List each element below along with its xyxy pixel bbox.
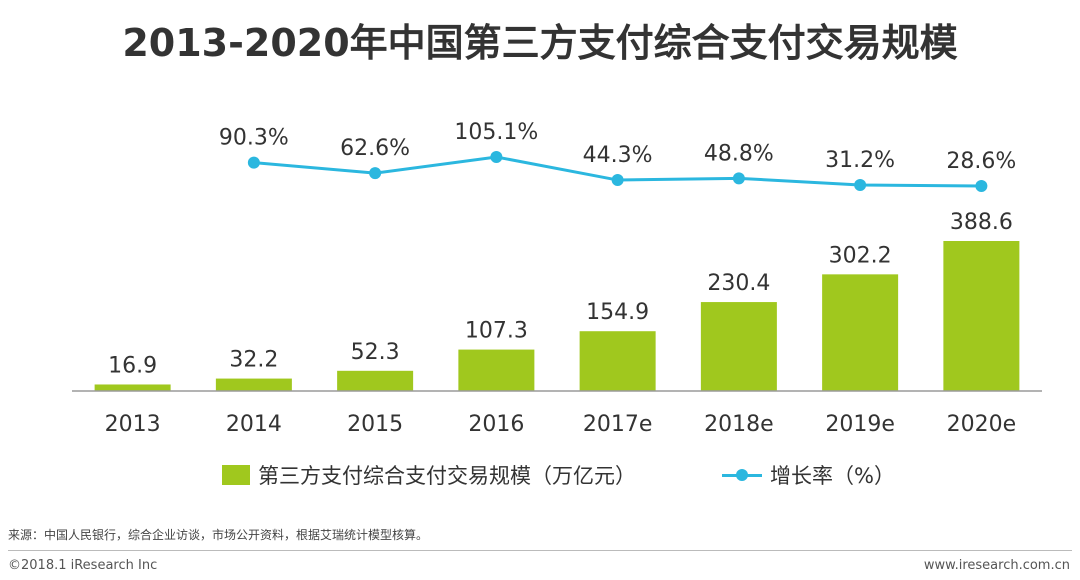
growth-label-2018e: 48.8% — [704, 141, 774, 166]
x-tick-label-2018e: 2018e — [704, 412, 774, 437]
growth-label-2014: 90.3% — [219, 126, 289, 151]
bar-value-label-2020e: 388.6 — [950, 210, 1013, 235]
bar-value-label-2018e: 230.4 — [707, 271, 770, 296]
bar-value-label-2016: 107.3 — [465, 319, 528, 344]
growth-point-2019e — [854, 179, 867, 192]
bar-value-label-2014: 32.2 — [229, 348, 278, 373]
growth-point-2020e — [975, 180, 988, 192]
website-link[interactable]: www.iresearch.com.cn — [923, 558, 1070, 573]
copyright-text: ©2018.1 iResearch Inc — [8, 558, 158, 573]
bar-value-label-2015: 52.3 — [351, 340, 400, 365]
x-tick-label-2013: 2013 — [105, 412, 161, 437]
growth-point-2016 — [490, 151, 503, 163]
legend-bar-swatch — [222, 465, 250, 485]
growth-point-2017e — [611, 174, 624, 187]
bar-2017e — [579, 331, 656, 391]
legend: 第三方支付综合支付交易规模（万亿元） 增长率（%） — [0, 460, 1080, 490]
chart-title: 2013-2020年中国第三方支付综合支付交易规模 — [122, 21, 958, 65]
legend-item-bar: 第三方支付综合支付交易规模（万亿元） — [222, 460, 636, 490]
growth-point-2015 — [369, 167, 382, 180]
bar-2016 — [458, 349, 535, 391]
source-note: 来源：中国人民银行，综合企业访谈，市场公开资料，根据艾瑞统计模型核算。 — [8, 528, 429, 542]
legend-bar-label: 第三方支付综合支付交易规模（万亿元） — [258, 464, 636, 488]
growth-label-2016: 105.1% — [454, 120, 538, 145]
growth-label-2017e: 44.3% — [583, 143, 653, 168]
x-tick-label-2017e: 2017e — [583, 412, 653, 437]
bar-value-label-2017e: 154.9 — [586, 300, 649, 325]
growth-point-2018e — [732, 172, 745, 185]
bar-value-label-2019e: 302.2 — [829, 243, 892, 268]
growth-point-2014 — [247, 156, 260, 169]
growth-label-2015: 62.6% — [340, 136, 410, 161]
bar-2014 — [215, 378, 292, 391]
bar-2020e — [943, 241, 1020, 391]
x-tick-label-2014: 2014 — [226, 412, 282, 437]
growth-label-2019e: 31.2% — [825, 148, 895, 173]
x-tick-label-2019e: 2019e — [825, 412, 895, 437]
line-layer: 90.3% 62.6% 105.1% 44.3% 48.8% 31.2% 28.6% — [219, 120, 1016, 192]
legend-line-swatch — [722, 465, 762, 485]
x-tick-label-2015: 2015 — [347, 412, 403, 437]
x-tick-label-2020e: 2020e — [947, 412, 1017, 437]
legend-item-line: 增长率（%） — [722, 460, 895, 490]
combo-chart: 16.9 32.2 52.3 107.3 154.9 230.4 302.2 388.6 20… — [72, 120, 1042, 437]
x-tick-label-2016: 2016 — [468, 412, 524, 437]
x-tick-labels: 2013 2014 2015 2016 2017e 2018e 2019e 2020e — [105, 412, 1017, 437]
bars-layer: 16.9 32.2 52.3 107.3 154.9 230.4 302.2 388.6 — [94, 210, 1020, 391]
bar-2018e — [700, 302, 777, 391]
legend-line-label: 增长率（%） — [770, 464, 895, 488]
footer-divider — [8, 550, 1072, 551]
bar-value-label-2013: 16.9 — [108, 353, 157, 378]
growth-label-2020e: 28.6% — [946, 149, 1016, 174]
bar-2013 — [94, 384, 171, 391]
bar-2015 — [337, 370, 414, 391]
bar-2019e — [822, 274, 899, 391]
